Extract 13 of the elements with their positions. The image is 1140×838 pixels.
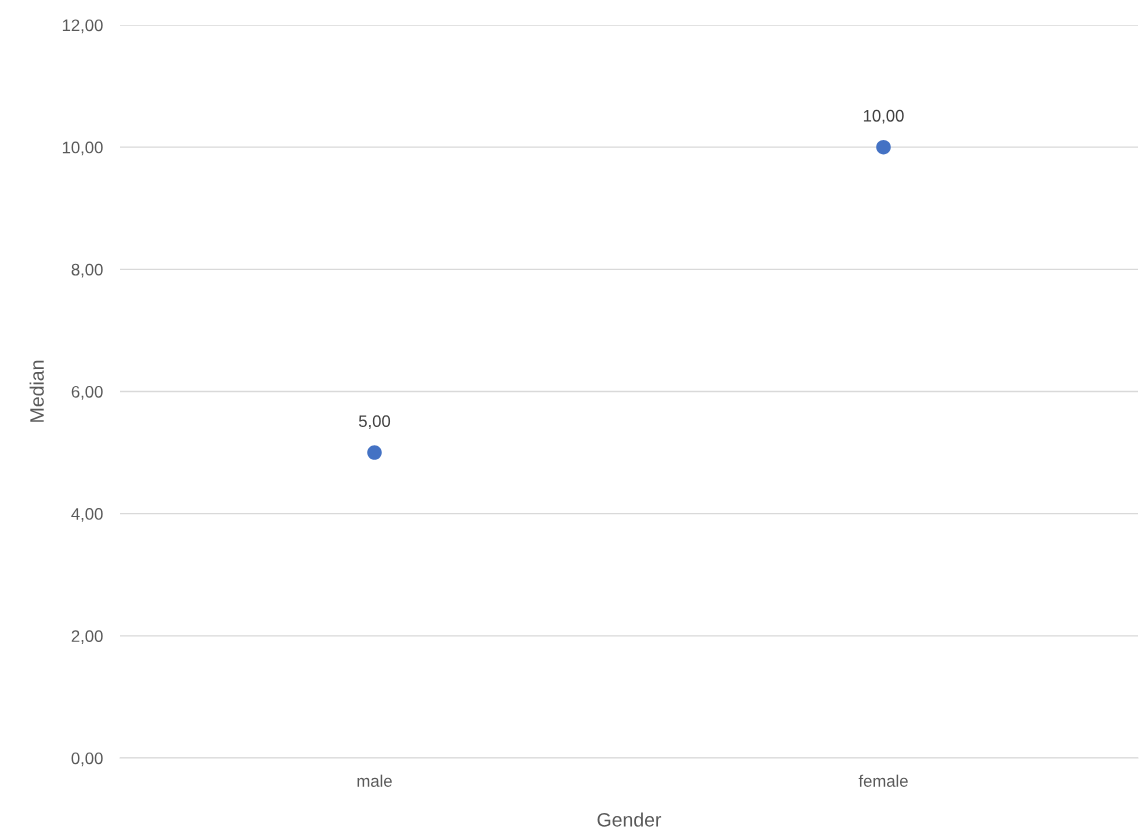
y-tick-label: 2,00 (71, 630, 103, 645)
y-tick-label: 8,00 (71, 263, 103, 278)
x-tick-label: female (858, 774, 908, 787)
y-tick-label: 12,00 (62, 19, 103, 34)
y-tick-label: 10,00 (62, 141, 103, 156)
y-axis-title: Median (29, 360, 44, 422)
y-tick-label: 6,00 (71, 385, 103, 400)
data-label: 10,00 (863, 109, 904, 124)
data-label: 5,00 (358, 415, 391, 430)
x-axis-title: Gender (597, 812, 662, 827)
y-tick-label: 4,00 (71, 508, 103, 522)
x-tick-label: male (357, 774, 392, 787)
y-tick-label: 0,00 (71, 752, 103, 767)
